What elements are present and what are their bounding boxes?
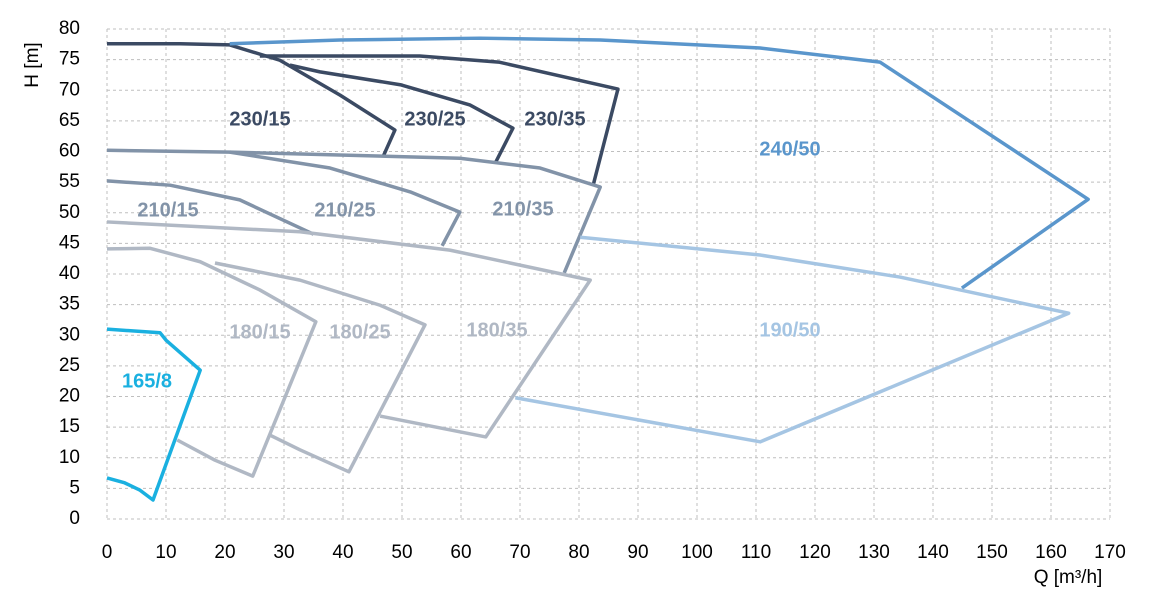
y-tick-label: 60	[59, 141, 80, 162]
series-line	[229, 36, 1090, 290]
x-tick-label: 80	[568, 542, 589, 563]
series-label: 180/35	[466, 319, 527, 341]
series-label: 180/15	[229, 321, 290, 343]
x-axis-label: Q [m³/h]	[1034, 567, 1103, 588]
x-tick-label: 110	[741, 542, 771, 563]
x-tick-label: 140	[917, 542, 949, 563]
series-label: 165/8	[122, 370, 172, 392]
x-tick-label: 40	[332, 542, 353, 563]
y-tick-label: 35	[59, 294, 80, 315]
x-tick-label: 30	[273, 542, 294, 563]
series-label: 190/50	[759, 319, 820, 341]
x-tick-label: 150	[976, 542, 1008, 563]
series-line	[289, 63, 515, 164]
series-line	[106, 327, 202, 502]
series-line	[106, 246, 318, 478]
y-axis-label: H [m]	[22, 42, 43, 87]
y-tick-label: 50	[59, 202, 80, 223]
series-line	[214, 261, 427, 474]
x-tick-label: 170	[1094, 542, 1126, 563]
series-label: 210/35	[492, 198, 553, 220]
series-line	[106, 148, 602, 274]
series-label: 230/15	[229, 108, 290, 130]
x-tick-label: 130	[858, 542, 890, 563]
y-tick-label: 0	[69, 508, 80, 529]
y-tick-label: 45	[59, 232, 80, 253]
x-tick-label: 50	[391, 542, 412, 563]
x-tick-label: 20	[214, 542, 235, 563]
series-line	[107, 41, 397, 156]
series-label: 210/15	[137, 199, 198, 221]
series-label: 210/25	[314, 199, 375, 221]
y-tick-label: 30	[59, 324, 80, 345]
y-tick-label: 25	[59, 355, 80, 376]
y-tick-label: 40	[59, 263, 80, 284]
series-line	[514, 235, 1071, 444]
y-tick-label: 5	[69, 477, 80, 498]
y-tick-label: 20	[59, 386, 80, 407]
y-tick-label: 10	[59, 447, 80, 468]
series-line	[106, 179, 315, 236]
series-label: 230/35	[524, 108, 585, 130]
series-label: 180/25	[329, 321, 390, 343]
series-line	[229, 150, 462, 247]
y-tick-label: 70	[59, 79, 80, 100]
y-tick-label: 80	[59, 18, 80, 39]
x-tick-label: 120	[799, 542, 831, 563]
series-line	[259, 54, 620, 186]
x-tick-label: 0	[102, 542, 113, 563]
series-label: 230/25	[404, 108, 465, 130]
y-tick-label: 15	[59, 416, 80, 437]
x-tick-label: 90	[627, 542, 648, 563]
x-tick-label: 10	[155, 542, 176, 563]
series-label: 240/50	[759, 138, 820, 160]
x-tick-label: 100	[681, 542, 713, 563]
y-tick-label: 75	[59, 49, 80, 70]
y-tick-label: 55	[59, 171, 80, 192]
series-line	[106, 220, 592, 439]
x-tick-label: 60	[450, 542, 471, 563]
x-tick-label: 70	[509, 542, 530, 563]
x-tick-label: 160	[1035, 542, 1067, 563]
y-tick-label: 65	[59, 110, 80, 131]
